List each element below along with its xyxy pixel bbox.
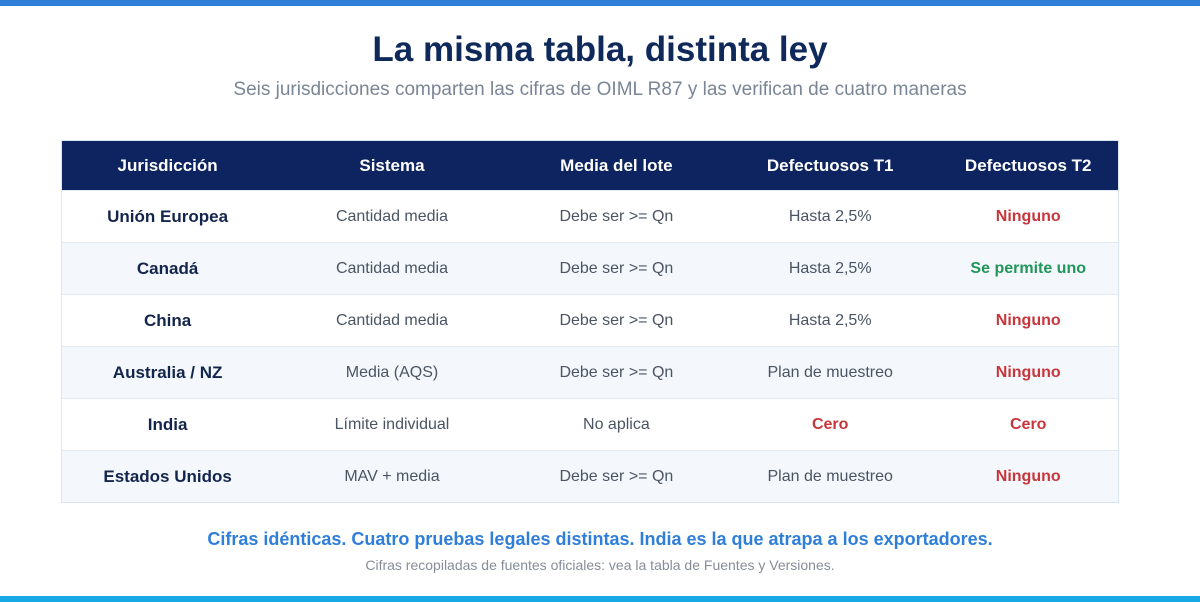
page-title: La misma tabla, distinta ley (372, 30, 828, 69)
comparison-table: Jurisdicción Sistema Media del lote Defe… (61, 140, 1119, 503)
top-accent-bar (0, 0, 1200, 6)
table-row: Unión Europea Cantidad media Debe ser >= Q… (62, 190, 1118, 243)
cell-media-lote: Debe ser >= Qn (510, 190, 722, 243)
cell-media-lote: Debe ser >= Qn (510, 242, 722, 295)
cell-sistema: Media (AQS) (273, 346, 511, 399)
cell-defectuosos-t2: Cero (938, 398, 1118, 451)
cell-jurisdiccion: India (62, 398, 274, 451)
header-sistema: Sistema (273, 141, 511, 191)
cell-defectuosos-t1: Hasta 2,5% (721, 242, 939, 295)
cell-sistema: Límite individual (273, 398, 511, 451)
header-defectuosos-t1: Defectuosos T1 (721, 141, 939, 191)
cell-media-lote: Debe ser >= Qn (510, 346, 722, 399)
cell-jurisdiccion: Australia / NZ (62, 346, 274, 399)
cell-defectuosos-t2: Ninguno (938, 294, 1118, 347)
cell-defectuosos-t2: Ninguno (938, 190, 1118, 243)
takeaway-text: Cifras idénticas. Cuatro pruebas legales… (207, 529, 993, 549)
table-row: Australia / NZ Media (AQS) Debe ser >= Qn P… (62, 346, 1118, 399)
footnote: Cifras recopiladas de fuentes oficiales:… (365, 557, 835, 573)
header-jurisdiccion: Jurisdicción (62, 141, 274, 191)
table-row: Estados Unidos MAV + media Debe ser >= Qn P… (62, 450, 1118, 502)
header-defectuosos-t2: Defectuosos T2 (938, 141, 1118, 191)
cell-sistema: Cantidad media (273, 190, 511, 243)
cell-defectuosos-t1: Cero (721, 398, 939, 451)
cell-jurisdiccion: China (62, 294, 274, 347)
cell-defectuosos-t1: Hasta 2,5% (721, 190, 939, 243)
cell-media-lote: Debe ser >= Qn (510, 450, 722, 502)
cell-jurisdiccion: Estados Unidos (62, 450, 274, 502)
cell-media-lote: No aplica (510, 398, 722, 451)
cell-defectuosos-t1: Plan de muestreo (721, 450, 939, 502)
cell-jurisdiccion: Unión Europea (62, 190, 274, 243)
table-row: Canadá Cantidad media Debe ser >= Qn Hasta … (62, 242, 1118, 295)
cell-sistema: MAV + media (273, 450, 511, 502)
page-subtitle: Seis jurisdicciones comparten las cifras… (233, 79, 967, 100)
table-row: China Cantidad media Debe ser >= Qn Hasta 2… (62, 294, 1118, 347)
table-header-row: Jurisdicción Sistema Media del lote Defe… (62, 141, 1118, 191)
cell-sistema: Cantidad media (273, 242, 511, 295)
cell-defectuosos-t2: Se permite uno (938, 242, 1118, 295)
cell-defectuosos-t1: Hasta 2,5% (721, 294, 939, 347)
cell-media-lote: Debe ser >= Qn (510, 294, 722, 347)
header-media-lote: Media del lote (510, 141, 722, 191)
table-row: India Límite individual No aplica Cero Cero (62, 398, 1118, 451)
cell-defectuosos-t2: Ninguno (938, 450, 1118, 502)
cell-jurisdiccion: Canadá (62, 242, 274, 295)
cell-defectuosos-t1: Plan de muestreo (721, 346, 939, 399)
bottom-accent-bar (0, 596, 1200, 602)
cell-sistema: Cantidad media (273, 294, 511, 347)
cell-defectuosos-t2: Ninguno (938, 346, 1118, 399)
